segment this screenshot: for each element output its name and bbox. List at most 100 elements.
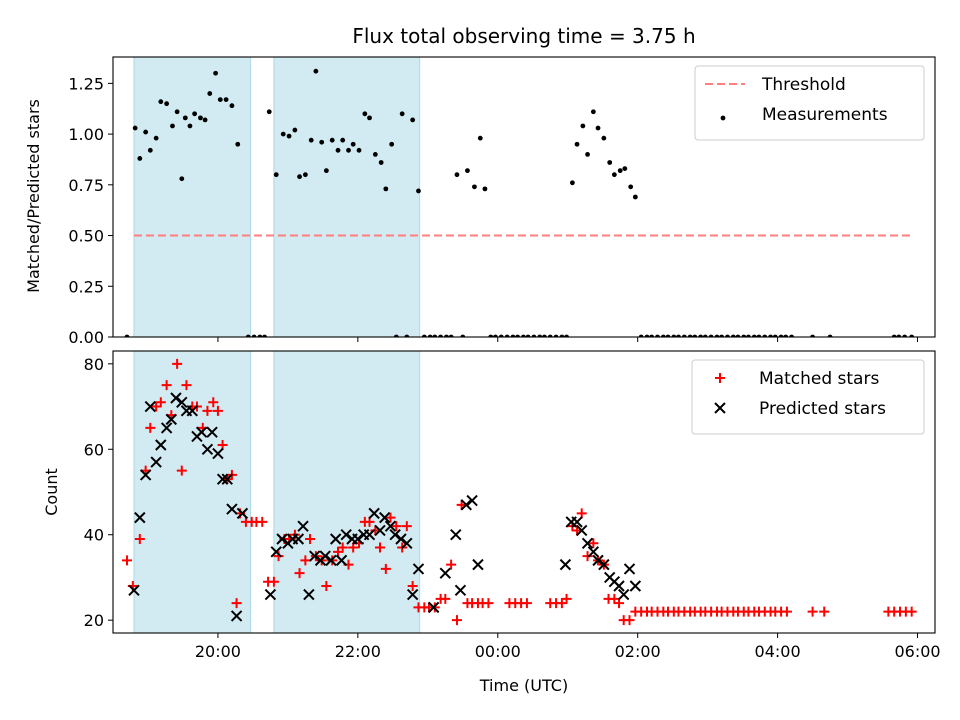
y-tick-label: 0.50 xyxy=(68,227,104,246)
matched-stars-point-16 xyxy=(202,405,213,416)
measurements-point-19 xyxy=(217,97,223,103)
matched-stars-point-17 xyxy=(208,397,219,408)
matched-stars-point-27 xyxy=(257,516,268,527)
matched-stars-point-63 xyxy=(451,615,462,626)
measurements-point-129 xyxy=(909,334,915,337)
predicted-stars-point-7 xyxy=(160,422,173,434)
predicted-stars-point-63 xyxy=(587,546,600,558)
measurements-point-49 xyxy=(389,141,395,147)
measurements-point-94 xyxy=(632,194,638,200)
matched-stars-point-18 xyxy=(212,405,223,416)
top-panel: 0.00 0.25 0.50 0.75 1.00 1.25 Threshold Measure… xyxy=(68,56,936,347)
predicted-stars-point-16 xyxy=(206,426,218,438)
measurements-point-12 xyxy=(182,115,188,121)
measurements-point-7 xyxy=(158,99,164,105)
measurements-point-50 xyxy=(393,334,399,337)
matched-stars-point-8 xyxy=(161,380,172,391)
measurements-point-48 xyxy=(383,186,389,192)
matched-stars-point-51 xyxy=(385,512,396,523)
measurements-point-32 xyxy=(297,174,302,180)
measurements-point-108 xyxy=(708,334,714,337)
predicted-stars-point-65 xyxy=(598,558,610,571)
measurements-point-121 xyxy=(778,334,784,337)
measurements-point-6 xyxy=(153,135,159,141)
predicted-stars-point-18 xyxy=(216,473,229,485)
y-tick-label: 1.25 xyxy=(68,74,104,93)
predicted-stars-point-69 xyxy=(617,588,630,601)
measurements-point-31 xyxy=(292,127,298,133)
measurements-point-96 xyxy=(644,334,650,337)
shaded-interval-2 xyxy=(273,56,421,338)
measurements-point-26 xyxy=(262,334,267,337)
measurements-point-113 xyxy=(735,334,741,337)
predicted-stars-point-3 xyxy=(139,469,152,481)
predicted-stars-point-34 xyxy=(325,554,337,567)
predicted-stars-point-39 xyxy=(352,533,364,545)
measurements-point-44 xyxy=(362,111,368,117)
measurements-point-43 xyxy=(356,147,362,153)
measurements-point-123 xyxy=(789,334,794,337)
measurements-point-30 xyxy=(286,133,292,139)
matched-stars-point-52 xyxy=(391,521,402,532)
measurements-point-65 xyxy=(477,135,483,141)
measurements-point-13 xyxy=(187,123,193,129)
matched-stars-point-77 xyxy=(561,593,572,604)
measurements-point-63 xyxy=(465,168,470,174)
measurements-point-42 xyxy=(350,141,356,147)
matched-stars-point-82 xyxy=(588,538,599,549)
measurements-point-124 xyxy=(810,334,815,337)
measurements-point-99 xyxy=(660,334,666,337)
y-tick-label: 0.75 xyxy=(68,176,104,195)
measurements-point-11 xyxy=(179,176,185,182)
measurements-point-39 xyxy=(335,147,341,153)
measurements-point-70 xyxy=(504,334,510,337)
predicted-stars-point-60 xyxy=(571,516,583,528)
measurements-point-20 xyxy=(223,97,229,103)
measurements-point-36 xyxy=(319,139,325,145)
measurements-point-52 xyxy=(404,334,410,337)
y-tick-label: 20 xyxy=(84,611,104,630)
measurements-point-92 xyxy=(622,166,628,171)
bottom-y-axis-label: Count xyxy=(42,468,61,516)
measurements-point-64 xyxy=(472,184,477,190)
predicted-stars-point-9 xyxy=(170,392,182,404)
measurements-point-40 xyxy=(340,137,346,143)
matched-stars-point-62 xyxy=(446,559,457,570)
measurements-point-120 xyxy=(772,334,778,337)
measurements-point-122 xyxy=(783,334,789,337)
measurements-point-14 xyxy=(192,111,198,117)
measurements-point-75 xyxy=(531,334,537,337)
predicted-stars-point-48 xyxy=(401,537,413,549)
measurements-point-29 xyxy=(280,131,286,137)
predicted-stars-point-28 xyxy=(292,533,305,545)
predicted-stars-point-49 xyxy=(406,588,419,601)
matched-stars-point-125 xyxy=(906,606,917,617)
measurements-point-69 xyxy=(498,334,504,337)
measurements-point-56 xyxy=(427,334,433,337)
predicted-stars-point-20 xyxy=(226,503,238,515)
predicted-stars-point-70 xyxy=(623,563,636,575)
matched-stars-point-5 xyxy=(145,422,156,433)
predicted-stars-point-71 xyxy=(629,580,642,592)
predicted-stars-point-58 xyxy=(559,558,572,571)
legend: Threshold Measurements xyxy=(694,65,925,141)
predicted-stars-point-42 xyxy=(368,507,380,520)
measurements-point-111 xyxy=(725,334,730,337)
measurements-point-28 xyxy=(273,172,279,178)
predicted-stars-point-2 xyxy=(134,511,146,524)
predicted-stars-point-52 xyxy=(439,567,452,579)
predicted-stars-point-22 xyxy=(236,507,249,520)
matched-stars-point-55 xyxy=(407,581,418,591)
predicted-stars-point-17 xyxy=(212,447,224,460)
matched-stars-point-34 xyxy=(294,568,305,579)
measurements-point-98 xyxy=(655,334,660,337)
measurements-point-105 xyxy=(692,334,698,337)
legend: Matched stars Predicted stars xyxy=(691,359,925,435)
x-axis-label: Time (UTC) xyxy=(479,676,568,695)
legend-label: Measurements xyxy=(762,105,888,125)
measurements-point-127 xyxy=(896,334,902,337)
predicted-stars-point-62 xyxy=(581,537,594,549)
measurements-point-77 xyxy=(542,334,547,337)
predicted-stars-point-21 xyxy=(230,610,243,622)
